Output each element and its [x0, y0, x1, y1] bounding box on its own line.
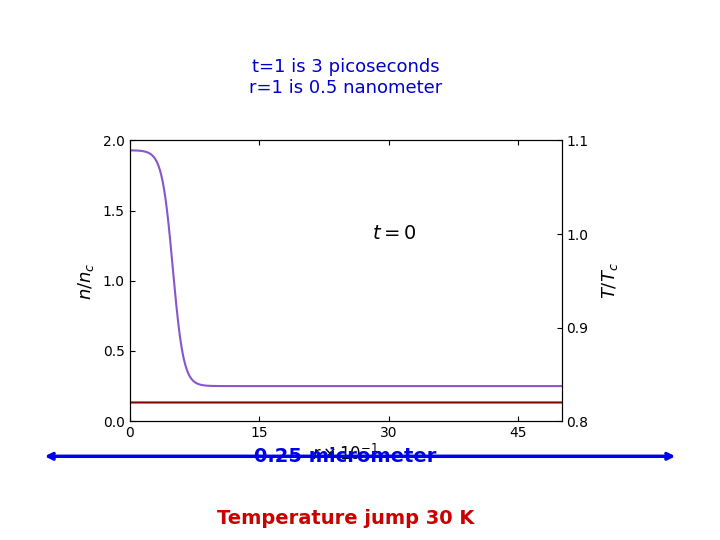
Y-axis label: $n/n_c$: $n/n_c$ [76, 262, 96, 300]
Y-axis label: $T/T_c$: $T/T_c$ [600, 262, 620, 299]
X-axis label: $r \times 10^{-1}$: $r \times 10^{-1}$ [312, 444, 379, 464]
Text: Temperature jump 30 K: Temperature jump 30 K [217, 509, 474, 528]
Text: $t = 0$: $t = 0$ [372, 224, 416, 242]
Text: t=1 is 3 picoseconds
r=1 is 0.5 nanometer: t=1 is 3 picoseconds r=1 is 0.5 nanomete… [249, 58, 442, 97]
Text: 0.25 micrometer: 0.25 micrometer [254, 447, 437, 466]
